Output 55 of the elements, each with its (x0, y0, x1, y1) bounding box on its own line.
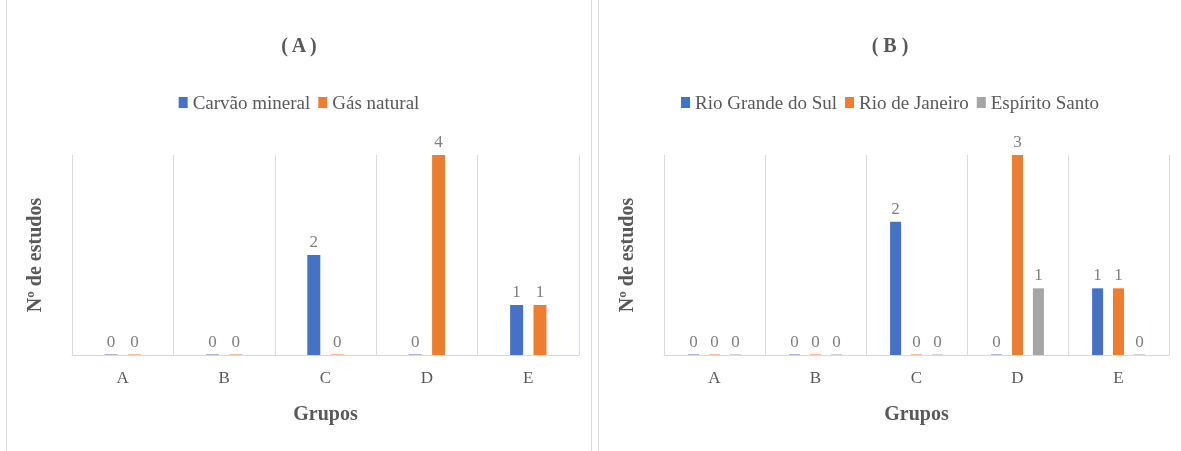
data-label: 0 (332, 331, 342, 351)
bar (432, 155, 446, 355)
bar (533, 305, 547, 355)
x-tick-label: A (708, 368, 722, 387)
data-label: 0 (933, 331, 942, 351)
data-label: 0 (689, 331, 698, 351)
x-tick-label: D (420, 368, 434, 387)
x-tick-label: C (910, 368, 923, 387)
bar (1012, 155, 1023, 355)
data-label: 0 (811, 331, 820, 351)
data-label: 1 (512, 282, 521, 301)
bar (1113, 288, 1124, 355)
data-label: 0 (410, 331, 420, 351)
data-label: 1 (1034, 265, 1043, 285)
data-label: 0 (710, 331, 719, 351)
x-tick-label: B (218, 368, 230, 387)
bar (1032, 288, 1044, 355)
x-axis-title: Grupos (884, 402, 949, 425)
x-tick-label: B (809, 368, 822, 387)
data-label: 0 (231, 331, 241, 351)
x-axis-title: Grupos (293, 402, 358, 425)
data-label: 0 (912, 331, 921, 351)
data-label: 1 (1093, 265, 1102, 285)
x-tick-label: E (523, 368, 534, 387)
bar (307, 255, 321, 355)
bar (1092, 288, 1104, 355)
legend-label: Gás natural (332, 92, 420, 113)
data-label: 0 (992, 331, 1001, 351)
legend-label: Rio de Janeiro (859, 92, 969, 113)
data-label: 1 (1114, 265, 1123, 285)
data-label: 4 (434, 132, 444, 151)
data-label: 0 (106, 331, 116, 351)
x-tick-label: E (1113, 368, 1124, 387)
y-axis-title: Nº de estudos (615, 197, 637, 313)
x-tick-label: D (1011, 368, 1024, 387)
data-label: 2 (309, 232, 319, 251)
data-label: 0 (208, 331, 217, 351)
legend-label: Rio Grande do Sul (695, 92, 838, 113)
x-tick-label: A (116, 368, 130, 387)
chart-title: ( B ) (871, 34, 909, 57)
data-label: 1 (535, 282, 545, 301)
legend-label: Espírito Santo (990, 92, 1099, 113)
y-axis-title: Nº de estudos (23, 197, 45, 313)
data-label: 0 (731, 331, 740, 351)
x-tick-label: C (319, 368, 332, 387)
legend-label: Carvão mineral (192, 92, 311, 113)
data-label: 0 (790, 331, 799, 351)
bar (510, 305, 524, 355)
data-label: 0 (832, 331, 841, 351)
data-label: 0 (1135, 331, 1144, 351)
chart-title: ( A ) (281, 34, 317, 57)
bar (890, 221, 902, 355)
data-label: 3 (1013, 132, 1022, 151)
data-label: 2 (891, 198, 900, 218)
data-label: 0 (130, 331, 139, 351)
